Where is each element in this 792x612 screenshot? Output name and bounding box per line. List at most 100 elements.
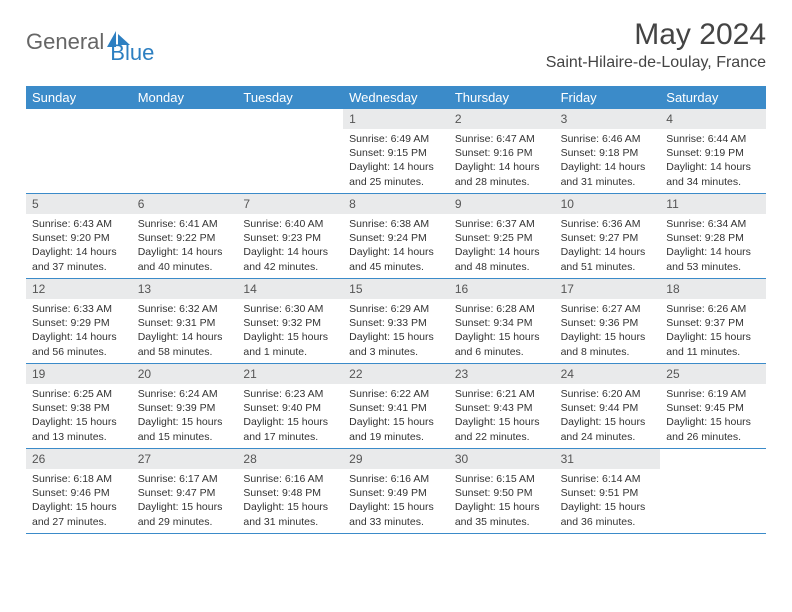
sunrise-text: Sunrise: 6:26 AM [666,302,760,316]
daylight-text: Daylight: 15 hours and 15 minutes. [138,415,232,443]
sunrise-text: Sunrise: 6:40 AM [243,217,337,231]
dow-cell: Thursday [449,86,555,109]
sunrise-text: Sunrise: 6:44 AM [666,132,760,146]
sunrise-text: Sunrise: 6:47 AM [455,132,549,146]
day-cell: 16Sunrise: 6:28 AMSunset: 9:34 PMDayligh… [449,279,555,363]
sunrise-text: Sunrise: 6:36 AM [561,217,655,231]
daylight-text: Daylight: 14 hours and 31 minutes. [561,160,655,188]
sunrise-text: Sunrise: 6:19 AM [666,387,760,401]
day-body: Sunrise: 6:16 AMSunset: 9:49 PMDaylight:… [343,469,449,533]
sunset-text: Sunset: 9:28 PM [666,231,760,245]
day-body: Sunrise: 6:34 AMSunset: 9:28 PMDaylight:… [660,214,766,278]
week-row: 26Sunrise: 6:18 AMSunset: 9:46 PMDayligh… [26,449,766,534]
day-body: Sunrise: 6:32 AMSunset: 9:31 PMDaylight:… [132,299,238,363]
location: Saint-Hilaire-de-Loulay, France [546,54,766,72]
sunset-text: Sunset: 9:27 PM [561,231,655,245]
day-body: Sunrise: 6:33 AMSunset: 9:29 PMDaylight:… [26,299,132,363]
day-cell: 2Sunrise: 6:47 AMSunset: 9:16 PMDaylight… [449,109,555,193]
day-cell: 7Sunrise: 6:40 AMSunset: 9:23 PMDaylight… [237,194,343,278]
day-body: Sunrise: 6:22 AMSunset: 9:41 PMDaylight:… [343,384,449,448]
dow-cell: Saturday [660,86,766,109]
day-cell: 23Sunrise: 6:21 AMSunset: 9:43 PMDayligh… [449,364,555,448]
day-number: 3 [555,109,661,129]
sunset-text: Sunset: 9:20 PM [32,231,126,245]
sunrise-text: Sunrise: 6:38 AM [349,217,443,231]
daylight-text: Daylight: 15 hours and 27 minutes. [32,500,126,528]
dow-cell: Tuesday [237,86,343,109]
sunset-text: Sunset: 9:50 PM [455,486,549,500]
day-number: 11 [660,194,766,214]
day-number: 8 [343,194,449,214]
day-cell: 11Sunrise: 6:34 AMSunset: 9:28 PMDayligh… [660,194,766,278]
daylight-text: Daylight: 15 hours and 36 minutes. [561,500,655,528]
day-cell [660,449,766,533]
sunset-text: Sunset: 9:19 PM [666,146,760,160]
day-cell: 29Sunrise: 6:16 AMSunset: 9:49 PMDayligh… [343,449,449,533]
day-number: 16 [449,279,555,299]
daylight-text: Daylight: 14 hours and 42 minutes. [243,245,337,273]
day-body: Sunrise: 6:21 AMSunset: 9:43 PMDaylight:… [449,384,555,448]
week-row: 19Sunrise: 6:25 AMSunset: 9:38 PMDayligh… [26,364,766,449]
day-body: Sunrise: 6:43 AMSunset: 9:20 PMDaylight:… [26,214,132,278]
daylight-text: Daylight: 15 hours and 29 minutes. [138,500,232,528]
day-number: 20 [132,364,238,384]
day-cell: 4Sunrise: 6:44 AMSunset: 9:19 PMDaylight… [660,109,766,193]
day-cell [26,109,132,193]
sunrise-text: Sunrise: 6:22 AM [349,387,443,401]
day-body: Sunrise: 6:19 AMSunset: 9:45 PMDaylight:… [660,384,766,448]
daylight-text: Daylight: 15 hours and 33 minutes. [349,500,443,528]
month-title: May 2024 [546,18,766,52]
day-body: Sunrise: 6:26 AMSunset: 9:37 PMDaylight:… [660,299,766,363]
daylight-text: Daylight: 14 hours and 34 minutes. [666,160,760,188]
day-cell: 5Sunrise: 6:43 AMSunset: 9:20 PMDaylight… [26,194,132,278]
sunrise-text: Sunrise: 6:28 AM [455,302,549,316]
day-cell: 22Sunrise: 6:22 AMSunset: 9:41 PMDayligh… [343,364,449,448]
day-cell: 17Sunrise: 6:27 AMSunset: 9:36 PMDayligh… [555,279,661,363]
day-cell: 3Sunrise: 6:46 AMSunset: 9:18 PMDaylight… [555,109,661,193]
sunrise-text: Sunrise: 6:14 AM [561,472,655,486]
day-cell: 30Sunrise: 6:15 AMSunset: 9:50 PMDayligh… [449,449,555,533]
daylight-text: Daylight: 15 hours and 11 minutes. [666,330,760,358]
day-number: 23 [449,364,555,384]
logo: General Blue [26,18,154,66]
day-cell: 9Sunrise: 6:37 AMSunset: 9:25 PMDaylight… [449,194,555,278]
sunset-text: Sunset: 9:16 PM [455,146,549,160]
sunset-text: Sunset: 9:23 PM [243,231,337,245]
sunset-text: Sunset: 9:32 PM [243,316,337,330]
daylight-text: Daylight: 15 hours and 1 minute. [243,330,337,358]
day-body: Sunrise: 6:20 AMSunset: 9:44 PMDaylight:… [555,384,661,448]
day-number: 17 [555,279,661,299]
day-body: Sunrise: 6:30 AMSunset: 9:32 PMDaylight:… [237,299,343,363]
sunset-text: Sunset: 9:36 PM [561,316,655,330]
sunrise-text: Sunrise: 6:43 AM [32,217,126,231]
daylight-text: Daylight: 14 hours and 56 minutes. [32,330,126,358]
sunset-text: Sunset: 9:31 PM [138,316,232,330]
weeks-container: 1Sunrise: 6:49 AMSunset: 9:15 PMDaylight… [26,109,766,534]
day-body: Sunrise: 6:49 AMSunset: 9:15 PMDaylight:… [343,129,449,193]
sunset-text: Sunset: 9:44 PM [561,401,655,415]
daylight-text: Daylight: 14 hours and 37 minutes. [32,245,126,273]
sunrise-text: Sunrise: 6:49 AM [349,132,443,146]
day-cell: 15Sunrise: 6:29 AMSunset: 9:33 PMDayligh… [343,279,449,363]
day-body: Sunrise: 6:29 AMSunset: 9:33 PMDaylight:… [343,299,449,363]
sunset-text: Sunset: 9:49 PM [349,486,443,500]
daylight-text: Daylight: 15 hours and 22 minutes. [455,415,549,443]
sunrise-text: Sunrise: 6:20 AM [561,387,655,401]
day-cell: 31Sunrise: 6:14 AMSunset: 9:51 PMDayligh… [555,449,661,533]
day-cell: 25Sunrise: 6:19 AMSunset: 9:45 PMDayligh… [660,364,766,448]
logo-text-2: Blue [110,40,154,66]
day-body: Sunrise: 6:47 AMSunset: 9:16 PMDaylight:… [449,129,555,193]
week-row: 12Sunrise: 6:33 AMSunset: 9:29 PMDayligh… [26,279,766,364]
sunset-text: Sunset: 9:43 PM [455,401,549,415]
sunset-text: Sunset: 9:24 PM [349,231,443,245]
daylight-text: Daylight: 15 hours and 31 minutes. [243,500,337,528]
day-number: 6 [132,194,238,214]
day-cell: 19Sunrise: 6:25 AMSunset: 9:38 PMDayligh… [26,364,132,448]
day-cell: 1Sunrise: 6:49 AMSunset: 9:15 PMDaylight… [343,109,449,193]
sunrise-text: Sunrise: 6:46 AM [561,132,655,146]
daylight-text: Daylight: 15 hours and 26 minutes. [666,415,760,443]
daylight-text: Daylight: 15 hours and 8 minutes. [561,330,655,358]
day-cell: 18Sunrise: 6:26 AMSunset: 9:37 PMDayligh… [660,279,766,363]
sunrise-text: Sunrise: 6:23 AM [243,387,337,401]
sunset-text: Sunset: 9:46 PM [32,486,126,500]
